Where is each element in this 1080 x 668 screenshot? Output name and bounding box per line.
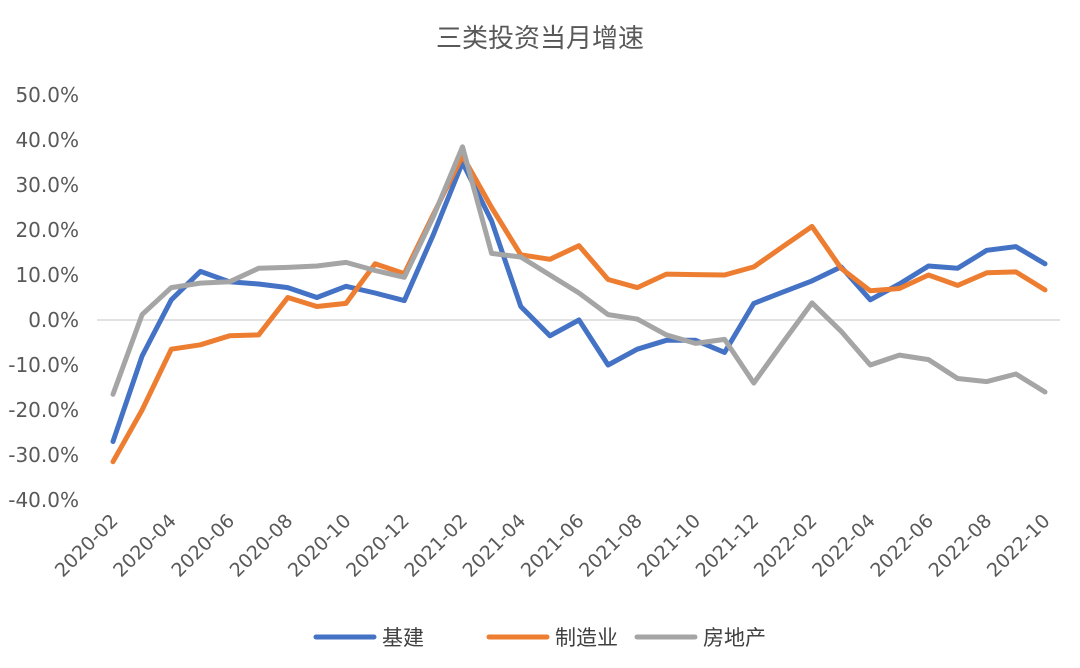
x-axis: 2020-022020-042020-062020-082020-102020-… xyxy=(51,510,1055,582)
x-tick-label: 2021-02 xyxy=(400,510,472,582)
y-tick-label: 50.0% xyxy=(15,83,79,107)
x-tick-label: 2020-10 xyxy=(284,510,356,582)
y-tick-label: 30.0% xyxy=(15,173,79,197)
y-tick-label: -30.0% xyxy=(8,443,79,467)
y-tick-label: 0.0% xyxy=(28,308,79,332)
series-line-0 xyxy=(110,160,1048,444)
y-tick-label: 40.0% xyxy=(15,128,79,152)
x-tick-label: 2021-04 xyxy=(459,510,531,582)
y-axis: 50.0% 40.0% 30.0% 20.0% 10.0% 0.0% -10.0% -20.0… xyxy=(8,83,79,512)
y-tick-label: -20.0% xyxy=(8,398,79,422)
chart-title: 三类投资当月增速 xyxy=(436,24,644,54)
y-tick-label: -10.0% xyxy=(8,353,79,377)
x-tick-label: 2022-10 xyxy=(983,510,1055,582)
x-tick-label: 2021-08 xyxy=(575,510,647,582)
x-tick-label: 2021-12 xyxy=(692,510,764,582)
y-tick-label: -40.0% xyxy=(8,488,79,512)
series-line-1 xyxy=(110,153,1048,465)
x-tick-label: 2022-08 xyxy=(925,510,997,582)
legend-label: 房地产 xyxy=(703,626,766,650)
x-tick-label: 2021-10 xyxy=(633,510,705,582)
x-tick-label: 2020-02 xyxy=(51,510,123,582)
series-group xyxy=(110,144,1048,465)
x-tick-label: 2022-02 xyxy=(750,510,822,582)
y-tick-label: 20.0% xyxy=(15,218,79,242)
x-tick-label: 2020-08 xyxy=(226,510,298,582)
series-line-2 xyxy=(110,144,1048,397)
x-tick-label: 2022-06 xyxy=(866,510,938,582)
x-tick-label: 2022-04 xyxy=(808,510,880,582)
x-tick-label: 2020-04 xyxy=(109,510,181,582)
y-tick-label: 10.0% xyxy=(15,263,79,287)
legend-label: 基建 xyxy=(382,626,424,650)
x-tick-label: 2020-12 xyxy=(342,510,414,582)
x-tick-label: 2020-06 xyxy=(167,510,239,582)
x-tick-label: 2021-06 xyxy=(517,510,589,582)
legend-label: 制造业 xyxy=(555,626,618,650)
legend: 基建 制造业 房地产 xyxy=(313,626,766,650)
